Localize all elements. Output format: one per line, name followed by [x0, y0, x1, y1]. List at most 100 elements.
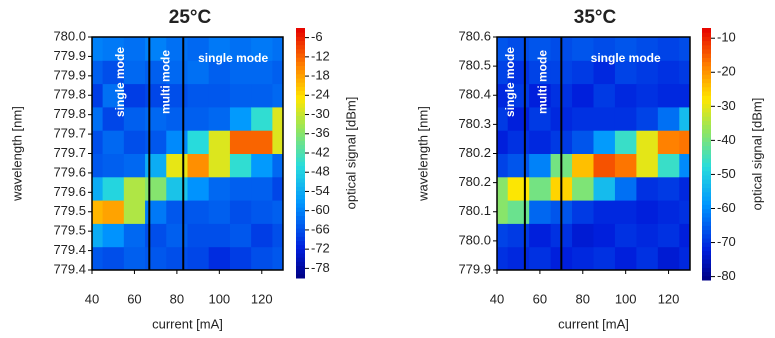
colorbar-segment	[702, 238, 711, 243]
x-tick-label: 40	[490, 291, 504, 306]
colorbar-segment	[702, 124, 711, 130]
heat-cell	[679, 200, 690, 224]
heat-cell	[123, 223, 146, 248]
heat-cell	[187, 200, 210, 224]
colorbar-segment	[296, 148, 305, 154]
colorbar-tick-label: -30	[717, 98, 736, 113]
heat-cell	[572, 83, 594, 108]
colorbar-segment	[702, 263, 711, 268]
y-tick-label: 779.5	[53, 203, 86, 218]
heat-cell	[208, 130, 231, 154]
colorbar-segment	[702, 70, 711, 75]
heat-cell	[572, 223, 594, 248]
colorbar-segment	[702, 78, 711, 84]
colorbar-segment	[296, 82, 305, 87]
colorbar-tick-label: -54	[311, 183, 330, 198]
colorbar-segment	[296, 61, 305, 66]
heat-cell	[229, 200, 252, 224]
colorbar-segment	[296, 65, 305, 71]
heat-cell	[657, 130, 680, 154]
heat-cell	[679, 106, 690, 131]
heat-cell	[208, 223, 231, 248]
heat-cell	[123, 200, 146, 224]
heat-cell	[208, 106, 231, 131]
colorbar-segment	[296, 86, 305, 91]
heat-cell	[636, 37, 659, 61]
heat-cell	[187, 130, 210, 154]
heat-cell	[187, 83, 210, 108]
heat-cell	[497, 83, 509, 108]
colorbar-segment	[296, 132, 305, 137]
colorbar-segment	[702, 145, 711, 151]
heat-cell	[636, 153, 659, 178]
heat-cell	[145, 130, 167, 154]
colorbar-segment	[702, 133, 711, 138]
heat-cell	[497, 130, 509, 154]
heat-cell	[529, 60, 552, 85]
colorbar-segment	[702, 179, 711, 184]
heat-cell	[679, 176, 690, 201]
colorbar-segment	[702, 82, 711, 88]
colorbar-segment	[296, 228, 305, 233]
heat-cell	[102, 223, 125, 248]
heat-cell	[145, 176, 167, 201]
colorbar-segment	[702, 221, 711, 226]
colorbar-segment	[702, 191, 711, 197]
colorbar-label: optical signal [dBm]	[343, 97, 358, 210]
heat-cell	[208, 176, 231, 201]
heat-cell	[679, 153, 690, 178]
heat-cell	[145, 60, 167, 85]
heat-cell	[507, 153, 530, 178]
colorbar-segment	[702, 103, 711, 109]
heat-cell	[272, 60, 283, 85]
colorbar-tick-label: -50	[717, 166, 736, 181]
y-tick-label: 779.9	[53, 48, 86, 63]
heat-cell	[166, 223, 188, 248]
heat-cell	[507, 223, 530, 248]
colorbar-segment	[296, 265, 305, 271]
colorbar-segment	[702, 120, 711, 126]
heat-cell	[229, 130, 252, 154]
heat-cell	[123, 153, 146, 178]
heat-cell	[679, 37, 690, 61]
colorbar-segment	[296, 115, 305, 121]
heat-cell	[145, 83, 167, 108]
colorbar-segment	[702, 271, 711, 277]
colorbar-tick-label: -36	[311, 125, 330, 140]
heat-cell	[529, 223, 552, 248]
title: 25°C	[169, 7, 212, 28]
heat-cell	[187, 153, 210, 178]
y-tick-label: 780.4	[458, 87, 491, 102]
colorbar-tick-label: -6	[311, 29, 323, 44]
heat-cell	[614, 223, 637, 248]
heat-cell	[166, 153, 188, 178]
heat-cell	[102, 153, 125, 178]
y-axis-label: wavelength [nm]	[415, 106, 430, 202]
annotation: multi mode	[158, 50, 172, 114]
colorbar-segment	[296, 207, 305, 212]
colorbar-tick-label: -40	[717, 132, 736, 147]
heat-cell	[123, 130, 146, 154]
colorbar-segment	[702, 166, 711, 172]
heat-cell	[272, 246, 283, 270]
heat-cell	[251, 246, 273, 270]
colorbar-tick-label: -10	[717, 30, 736, 45]
colorbar-segment	[296, 78, 305, 83]
heat-cell	[572, 37, 594, 61]
heat-cell	[572, 60, 594, 85]
heat-cell	[593, 37, 616, 61]
heat-cell	[187, 246, 210, 270]
colorbar-segment	[296, 103, 305, 108]
y-tick-label: 779.7	[53, 145, 86, 160]
heat-cell	[187, 60, 210, 85]
heat-cell	[145, 200, 167, 224]
colorbar-tick-label: -78	[311, 260, 330, 275]
heat-cell	[229, 176, 252, 201]
heat-cell	[572, 130, 594, 154]
heat-cell	[208, 60, 231, 85]
colorbar-segment	[296, 57, 305, 62]
colorbar-segment	[296, 261, 305, 266]
colorbar-segment	[702, 57, 711, 63]
colorbar-segment	[702, 225, 711, 231]
colorbar-tick-label: -12	[311, 48, 330, 63]
